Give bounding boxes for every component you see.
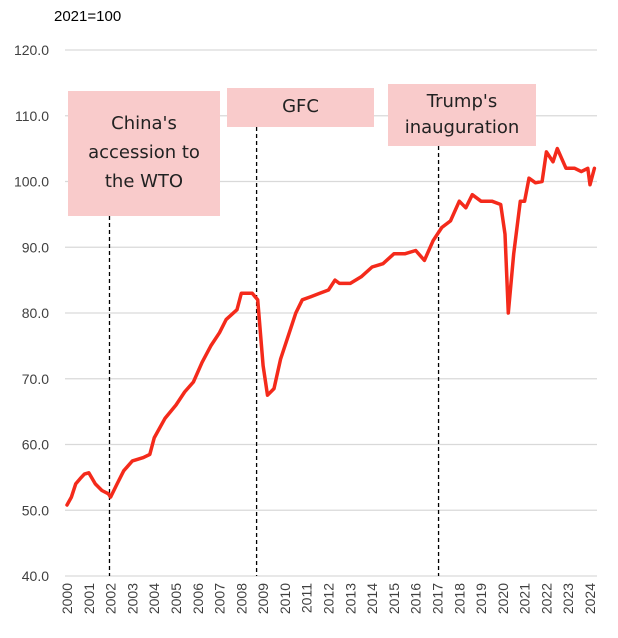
y-tick-label: 90.0 [22, 239, 49, 255]
y-tick-label: 120.0 [14, 42, 49, 58]
annotation-line: the WTO [104, 170, 184, 192]
x-tick-label: 2023 [560, 583, 576, 614]
annotation-gfc: GFC [227, 88, 374, 127]
series-line [65, 146, 597, 507]
x-tick-label: 2015 [386, 583, 402, 614]
annotation-line: China's [111, 113, 177, 135]
x-tick-label: 2012 [321, 583, 337, 614]
y-tick-label: 40.0 [22, 568, 49, 584]
annotation-wto: China's accession to the WTO [68, 91, 220, 216]
y-tick-label: 80.0 [22, 305, 49, 321]
x-tick-label: 2008 [233, 583, 249, 614]
x-tick-label: 2009 [255, 583, 271, 614]
x-tick-label: 2021 [517, 583, 533, 614]
x-tick-label: 2018 [451, 583, 467, 614]
x-tick-label: 2014 [364, 583, 380, 614]
x-tick-label: 2005 [168, 583, 184, 614]
x-tick-label: 2001 [81, 583, 97, 614]
x-tick-label: 2017 [429, 583, 445, 614]
x-tick-label: 2010 [277, 583, 293, 614]
x-tick-label: 2016 [408, 583, 424, 614]
unit-label: 2021=100 [54, 8, 122, 25]
x-tick-label: 2000 [59, 583, 75, 614]
annotation-line: accession to [88, 142, 200, 164]
x-tick-label: 2011 [299, 583, 315, 613]
x-tick-label: 2022 [538, 583, 554, 614]
annotation-trump: Trump's inauguration [388, 84, 536, 146]
x-tick-label: 2002 [103, 583, 119, 614]
y-tick-label: 60.0 [22, 437, 49, 453]
x-tick-label: 2006 [190, 583, 206, 614]
annotation-line: Trump's [426, 90, 498, 112]
x-tick-label: 2020 [495, 583, 511, 614]
x-tick-label: 2019 [473, 583, 489, 614]
y-tick-label: 110.0 [15, 108, 49, 124]
x-tick-label: 2013 [342, 583, 358, 614]
x-tick-label: 2007 [212, 583, 228, 614]
y-tick-label: 50.0 [22, 502, 49, 518]
annotation-line: inauguration [404, 117, 520, 138]
annotation-line: GFC [282, 96, 319, 118]
x-tick-label: 2004 [146, 583, 162, 614]
x-tick-label: 2024 [582, 583, 598, 614]
y-tick-label: 70.0 [22, 371, 49, 387]
y-tick-label: 100.0 [14, 174, 49, 190]
x-tick-label: 2003 [124, 583, 140, 614]
